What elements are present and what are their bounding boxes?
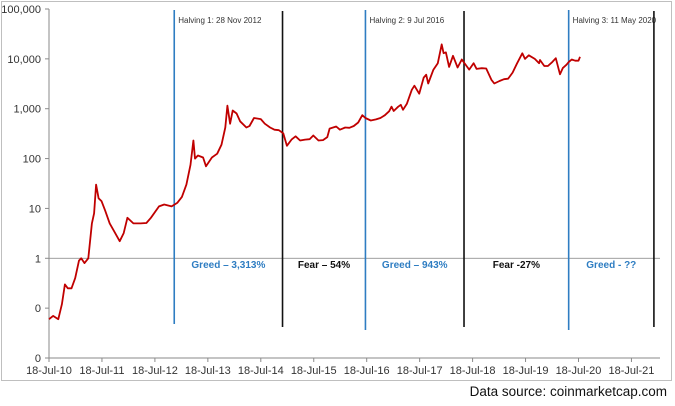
- x-tick-label: 18-Jul-10: [26, 365, 72, 377]
- fear-annotation: Fear – 54%: [298, 260, 350, 271]
- price-series: [48, 43, 581, 321]
- greed-annotation: Greed – 3,313%: [191, 260, 265, 271]
- vertical-marker-lines: Halving 1: 28 Nov 2012 Halving 2: 9 Jul 2…: [173, 10, 657, 330]
- x-tick-label: 18-Jul-21: [609, 365, 655, 377]
- x-tick-label: 18-Jul-20: [556, 365, 602, 377]
- data-source-note: Data source: coinmarketcap.com: [469, 384, 667, 399]
- x-tick-label: 18-Jul-16: [344, 365, 390, 377]
- y-tick-label: 10,000: [7, 54, 41, 66]
- x-tick-label: 18-Jul-17: [397, 365, 443, 377]
- x-tick-label: 18-Jul-15: [291, 365, 337, 377]
- y-tick-label: 100: [23, 154, 41, 166]
- greed-annotation: Greed - ??: [586, 260, 636, 271]
- x-tick-label: 18-Jul-14: [238, 365, 284, 377]
- x-tick-label: 18-Jul-11: [79, 365, 124, 377]
- chart-frame: [1, 1, 672, 381]
- halving-label: Halving 2: 9 Jul 2016: [369, 16, 444, 25]
- price-line: [48, 43, 581, 321]
- fear-annotation: Fear -27%: [493, 260, 540, 271]
- x-tick-label: 18-Jul-12: [132, 365, 178, 377]
- halving-label: Halving 3: 11 May 2020: [573, 16, 657, 25]
- y-axis: 0 0 1 10 100 1,000 10,000 100,000: [1, 4, 50, 365]
- x-axis: 18-Jul-10 18-Jul-11 18-Jul-12 18-Jul-13 18-J…: [26, 357, 660, 377]
- x-tick-label: 18-Jul-19: [503, 365, 549, 377]
- halving-label: Halving 1: 28 Nov 2012: [178, 16, 262, 25]
- y-tick-label: 0: [35, 303, 41, 315]
- y-tick-label: 10: [29, 203, 41, 215]
- y-tick-label: 0: [35, 353, 41, 365]
- y-tick-label: 100,000: [1, 4, 41, 16]
- x-tick-label: 18-Jul-18: [450, 365, 496, 377]
- greed-annotation: Greed – 943%: [382, 260, 448, 271]
- y-tick-label: 1: [35, 253, 41, 265]
- y-tick-label: 1,000: [13, 104, 41, 116]
- period-annotations: Greed – 3,313% Fear – 54% Greed – 943% Fear…: [191, 260, 636, 271]
- x-tick-label: 18-Jul-13: [185, 365, 231, 377]
